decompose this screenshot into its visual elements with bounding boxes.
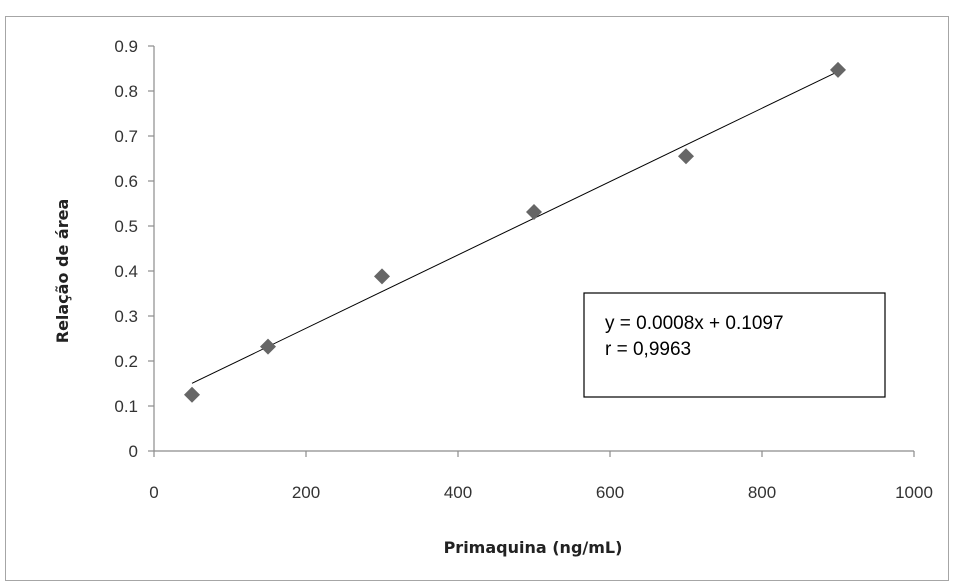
data-points bbox=[184, 61, 846, 403]
x-tick-label: 400 bbox=[444, 483, 472, 502]
x-tick-label: 200 bbox=[292, 483, 320, 502]
data-point bbox=[526, 204, 542, 221]
y-tick-label: 0.8 bbox=[114, 82, 138, 101]
axes bbox=[148, 45, 915, 457]
equation-box: y = 0.0008x + 0.1097 r = 0,9963 bbox=[583, 292, 886, 398]
y-tick-label: 0 bbox=[129, 442, 138, 461]
equation-line: y = 0.0008x + 0.1097 bbox=[605, 313, 784, 334]
y-tick-label: 0.5 bbox=[114, 217, 138, 236]
y-axis-title: Relação de área bbox=[53, 199, 72, 344]
x-tick-label: 0 bbox=[149, 483, 158, 502]
y-tick-label: 0.1 bbox=[114, 397, 138, 416]
tick-labels: 0 0.1 0.2 0.3 0.4 0.5 0.6 0.7 0.8 0.9 0 200 400 600 80… bbox=[114, 37, 933, 502]
y-tick-label: 0.3 bbox=[114, 307, 138, 326]
equation-box-border bbox=[583, 292, 886, 398]
y-tick-label: 0.4 bbox=[114, 262, 138, 281]
correlation-line: r = 0,9963 bbox=[605, 339, 691, 360]
trendline bbox=[191, 71, 839, 384]
x-tick-label: 800 bbox=[748, 483, 776, 502]
data-point bbox=[374, 268, 390, 285]
data-point bbox=[830, 61, 846, 78]
x-axis-title: Primaquina (ng/mL) bbox=[444, 538, 623, 557]
y-tick-label: 0.6 bbox=[114, 172, 138, 191]
trendline-group bbox=[191, 71, 839, 384]
y-tick-label: 0.7 bbox=[114, 127, 138, 146]
y-tick-label: 0.2 bbox=[114, 352, 138, 371]
y-tick-label: 0.9 bbox=[114, 37, 138, 56]
x-tick-label: 1000 bbox=[895, 483, 933, 502]
data-point bbox=[678, 148, 694, 165]
x-tick-label: 600 bbox=[596, 483, 624, 502]
data-point bbox=[260, 338, 276, 355]
data-point bbox=[184, 386, 200, 403]
